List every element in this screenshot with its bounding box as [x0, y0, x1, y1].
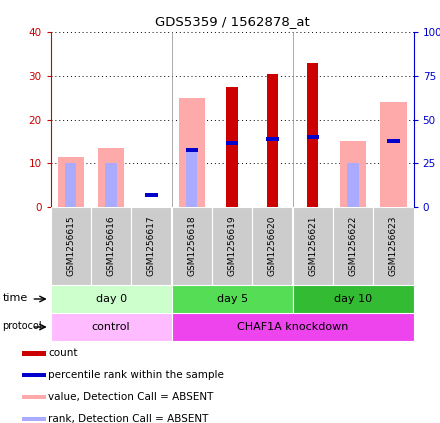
Bar	[106, 163, 117, 207]
Bar	[348, 163, 359, 207]
Bar	[172, 313, 414, 341]
Text: GSM1256619: GSM1256619	[227, 216, 237, 276]
Bar	[145, 193, 158, 197]
Text: GSM1256618: GSM1256618	[187, 216, 196, 276]
Bar	[51, 285, 172, 313]
Bar	[22, 351, 46, 356]
Bar	[51, 313, 172, 341]
Bar	[98, 148, 124, 207]
Bar	[227, 87, 238, 207]
Bar	[380, 102, 407, 207]
Text: control: control	[92, 322, 130, 332]
Bar	[333, 207, 373, 285]
Bar	[91, 207, 131, 285]
Text: protocol: protocol	[3, 321, 42, 331]
Text: count: count	[48, 348, 78, 358]
Text: GSM1256617: GSM1256617	[147, 216, 156, 276]
Bar	[186, 148, 198, 207]
Bar	[226, 141, 238, 145]
Bar	[22, 395, 46, 399]
Bar	[22, 373, 46, 377]
Text: GSM1256620: GSM1256620	[268, 216, 277, 276]
Bar	[65, 163, 77, 207]
Text: day 5: day 5	[216, 294, 248, 304]
Bar	[267, 74, 278, 207]
Text: GSM1256621: GSM1256621	[308, 216, 317, 276]
Bar	[266, 137, 279, 141]
Text: CHAF1A knockdown: CHAF1A knockdown	[237, 322, 348, 332]
Bar	[172, 285, 293, 313]
Bar	[387, 140, 400, 143]
Bar	[51, 207, 91, 285]
Bar	[58, 157, 84, 207]
Bar	[252, 207, 293, 285]
Bar	[373, 207, 414, 285]
Bar	[212, 207, 252, 285]
Bar	[293, 285, 414, 313]
Bar	[131, 207, 172, 285]
Bar	[340, 141, 366, 207]
Text: day 0: day 0	[95, 294, 127, 304]
Bar	[179, 98, 205, 207]
Bar	[22, 417, 46, 421]
Text: day 10: day 10	[334, 294, 372, 304]
Text: rank, Detection Call = ABSENT: rank, Detection Call = ABSENT	[48, 414, 209, 423]
Text: GSM1256616: GSM1256616	[106, 216, 116, 276]
Bar	[186, 148, 198, 152]
Title: GDS5359 / 1562878_at: GDS5359 / 1562878_at	[155, 15, 309, 28]
Bar	[293, 207, 333, 285]
Text: value, Detection Call = ABSENT: value, Detection Call = ABSENT	[48, 392, 214, 402]
Bar	[307, 135, 319, 139]
Text: GSM1256622: GSM1256622	[348, 216, 358, 276]
Text: time: time	[3, 293, 28, 302]
Text: GSM1256615: GSM1256615	[66, 216, 75, 276]
Text: GSM1256623: GSM1256623	[389, 216, 398, 276]
Bar	[307, 63, 319, 207]
Text: percentile rank within the sample: percentile rank within the sample	[48, 370, 224, 380]
Bar	[172, 207, 212, 285]
